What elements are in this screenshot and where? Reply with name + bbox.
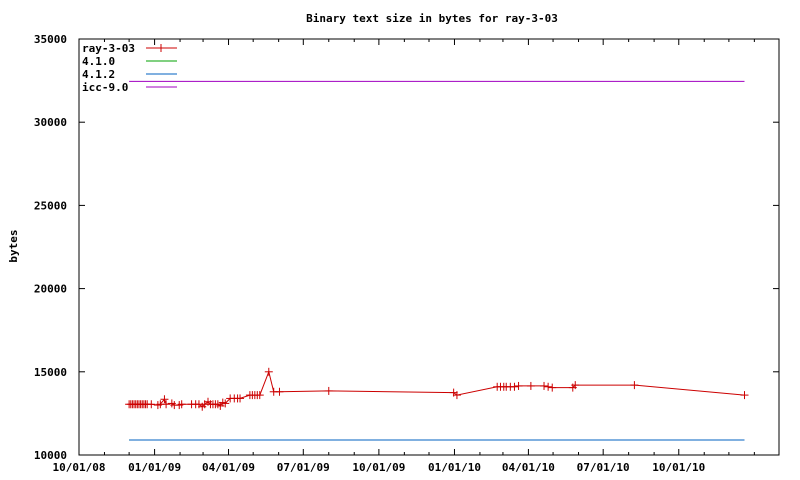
data-point	[630, 381, 639, 390]
data-point	[160, 395, 169, 404]
data-point	[275, 387, 284, 396]
series-line-0	[129, 370, 745, 408]
legend-item: ray-3-03	[82, 42, 177, 55]
data-point	[147, 400, 156, 409]
data-point	[324, 386, 333, 395]
data-point	[526, 381, 535, 390]
x-tick-label: 10/01/09	[352, 461, 405, 474]
x-tick-label: 10/01/10	[652, 461, 705, 474]
data-point	[255, 391, 264, 400]
x-tick-label: 04/01/10	[502, 461, 555, 474]
y-tick-label: 30000	[34, 116, 67, 129]
data-point	[510, 382, 519, 391]
y-tick-label: 25000	[34, 199, 67, 212]
data-point	[162, 400, 171, 409]
legend-item: 4.1.0	[82, 55, 177, 68]
legend-label: ray-3-03	[82, 42, 135, 55]
legend-item: icc-9.0	[82, 81, 177, 94]
legend-label: 4.1.0	[82, 55, 115, 68]
y-tick-label: 35000	[34, 33, 67, 46]
legend-label: 4.1.2	[82, 68, 115, 81]
data-point	[540, 381, 549, 390]
data-point	[236, 394, 245, 403]
data-point	[221, 399, 230, 408]
chart-title: Binary text size in bytes for ray-3-03	[306, 12, 558, 25]
x-tick-label: 01/01/09	[128, 461, 181, 474]
data-point	[177, 400, 186, 409]
data-point	[264, 367, 273, 376]
legend-item: 4.1.2	[82, 68, 177, 81]
data-point	[514, 381, 523, 390]
x-tick-label: 04/01/09	[202, 461, 255, 474]
y-axis-label: bytes	[7, 229, 20, 262]
series-layer	[125, 80, 749, 441]
data-point	[740, 391, 749, 400]
data-point	[548, 383, 557, 392]
x-tick-label: 07/01/09	[277, 461, 330, 474]
x-tick-label: 07/01/10	[577, 461, 630, 474]
data-point	[571, 381, 580, 390]
legend-label: icc-9.0	[82, 81, 128, 94]
data-point	[452, 391, 461, 400]
y-tick-label: 10000	[34, 449, 67, 462]
y-tick-label: 15000	[34, 366, 67, 379]
axis-ticks: 10000 15000 20000 25000 30000 35000 10/01/08 01…	[34, 33, 779, 474]
x-tick-label: 01/01/10	[428, 461, 481, 474]
x-tick-label: 10/01/08	[53, 461, 106, 474]
y-tick-label: 20000	[34, 283, 67, 296]
data-point	[544, 382, 553, 391]
